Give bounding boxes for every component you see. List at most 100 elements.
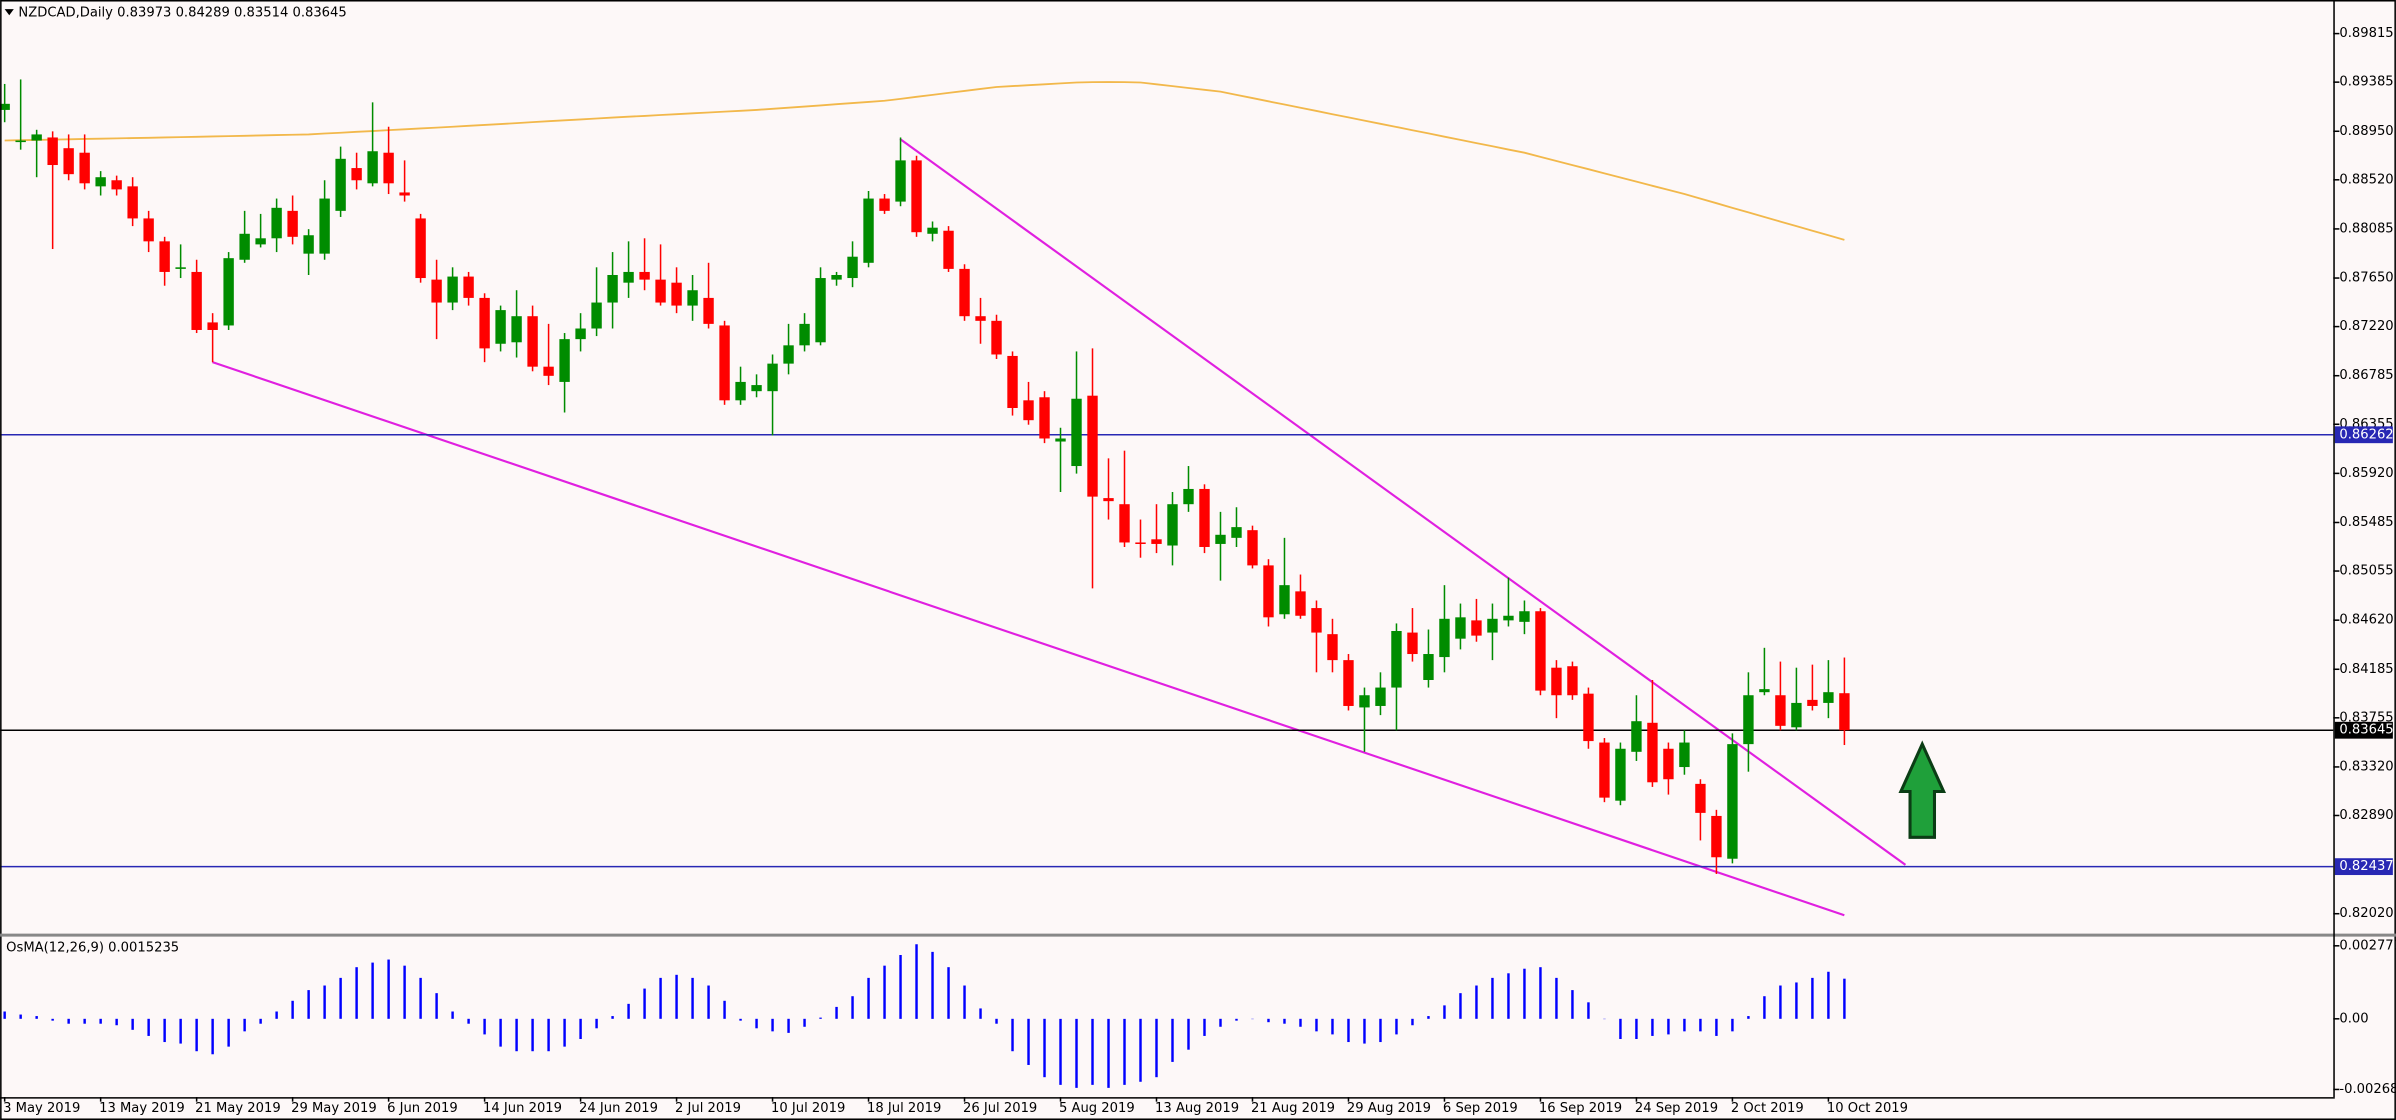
candle-body <box>1647 722 1658 783</box>
candle-body <box>527 316 538 367</box>
y-tick-label: 0.89815 <box>2339 26 2393 41</box>
candle-body <box>1215 534 1226 544</box>
trend-line <box>212 361 1845 917</box>
candle-body <box>1007 355 1018 408</box>
y-tick-label: 0.88520 <box>2339 172 2393 187</box>
title-marker <box>4 9 14 16</box>
candle-body <box>1695 783 1706 813</box>
candle-body <box>1231 527 1242 538</box>
x-tick-label: 16 Sep 2019 <box>1539 1101 1622 1116</box>
candle-body <box>335 158 346 211</box>
candle-body <box>63 148 74 175</box>
candle-body <box>463 276 474 298</box>
candle-body <box>1407 632 1418 655</box>
candle-body <box>223 258 234 326</box>
candle-body <box>607 274 618 303</box>
candle-body <box>1759 689 1770 693</box>
y-tick-label: 0.0027711 <box>2339 938 2396 953</box>
candle-body <box>367 151 378 184</box>
candle-body <box>1295 591 1306 616</box>
candle-body <box>639 271 650 280</box>
candle-body <box>559 339 570 382</box>
candle-body <box>895 160 906 202</box>
level-label: 0.82437 <box>2339 859 2393 874</box>
y-tick-label: 0.87650 <box>2339 271 2393 286</box>
x-tick-label: 5 Aug 2019 <box>1059 1101 1135 1116</box>
y-tick-label: 0.88085 <box>2339 221 2393 236</box>
trend-line <box>899 138 1907 866</box>
candle-body <box>143 218 154 242</box>
y-tick-label: 0.83320 <box>2339 759 2393 774</box>
x-tick-label: 18 Jul 2019 <box>867 1101 941 1116</box>
candle-body <box>431 279 442 303</box>
candle-body <box>383 152 394 184</box>
y-tick-label: 0.88950 <box>2339 124 2393 139</box>
candle-body <box>1183 488 1194 505</box>
candle-body <box>1199 488 1210 547</box>
candle-body <box>927 227 938 234</box>
candle-body <box>1343 660 1354 706</box>
candle-body <box>479 297 490 349</box>
candle-body <box>1615 748 1626 801</box>
candle-body <box>1631 721 1642 752</box>
candle-body <box>1487 618 1498 633</box>
candle-body <box>911 160 922 233</box>
candle-body <box>1439 618 1450 658</box>
x-tick-label: 6 Sep 2019 <box>1443 1101 1518 1116</box>
candle-body <box>1583 693 1594 742</box>
y-tick-label: 0.87220 <box>2339 319 2393 334</box>
candle-body <box>879 198 890 211</box>
moving-average <box>4 81 1845 241</box>
candle-body <box>1071 398 1082 467</box>
candle-body <box>255 238 266 245</box>
candle-body <box>847 256 858 279</box>
candle-body <box>159 241 170 272</box>
candle-body <box>399 192 410 196</box>
candle-body <box>271 207 282 239</box>
candle-body <box>1775 695 1786 726</box>
y-tick-label: 0.89385 <box>2339 75 2393 90</box>
candle-body <box>127 186 138 219</box>
candle-body <box>1455 617 1466 639</box>
candle-body <box>959 268 970 317</box>
level-label-bg <box>2334 858 2393 876</box>
candle-body <box>751 385 762 392</box>
x-tick-label: 24 Sep 2019 <box>1635 1101 1718 1116</box>
candle-body <box>239 233 250 260</box>
candle-body <box>591 302 602 329</box>
level-label-bg <box>2334 721 2393 739</box>
x-tick-label: 21 May 2019 <box>195 1101 281 1116</box>
arrow <box>1898 740 1947 839</box>
candle-body <box>15 140 26 143</box>
candle-body <box>1807 699 1818 706</box>
x-tick-label: 2 Oct 2019 <box>1731 1101 1804 1116</box>
level-label-bg <box>2334 426 2393 444</box>
candle-body <box>1359 695 1370 708</box>
candle-body <box>31 134 42 141</box>
candle-body <box>735 381 746 401</box>
candle-body <box>1039 397 1050 439</box>
candle-body <box>1391 630 1402 688</box>
candle-body <box>1823 692 1834 703</box>
candle-body <box>1103 498 1114 502</box>
candle-body <box>1311 608 1322 633</box>
candle-body <box>1327 634 1338 661</box>
chart-title: NZDCAD,Daily 0.83973 0.84289 0.83514 0.8… <box>18 5 346 20</box>
candle-body <box>1503 615 1514 621</box>
candle-body <box>1743 695 1754 745</box>
candle-body <box>351 168 362 181</box>
candle-body <box>1839 693 1850 731</box>
x-tick-label: 6 Jun 2019 <box>387 1101 458 1116</box>
candle-body <box>1247 530 1258 566</box>
y-tick-label: 0.86785 <box>2339 368 2393 383</box>
candle-body <box>671 282 682 306</box>
plot-layer: 0.89815 0.89385 0.88950 0.88520 0.88085 0.876… <box>0 26 2396 1116</box>
y-tick-label: 0.84185 <box>2339 662 2393 677</box>
candle-body <box>575 328 586 340</box>
candle-body <box>191 271 202 330</box>
candle-body <box>1087 395 1098 497</box>
y-tick-label: 0.82890 <box>2339 808 2393 823</box>
x-tick-label: 29 Aug 2019 <box>1347 1101 1431 1116</box>
